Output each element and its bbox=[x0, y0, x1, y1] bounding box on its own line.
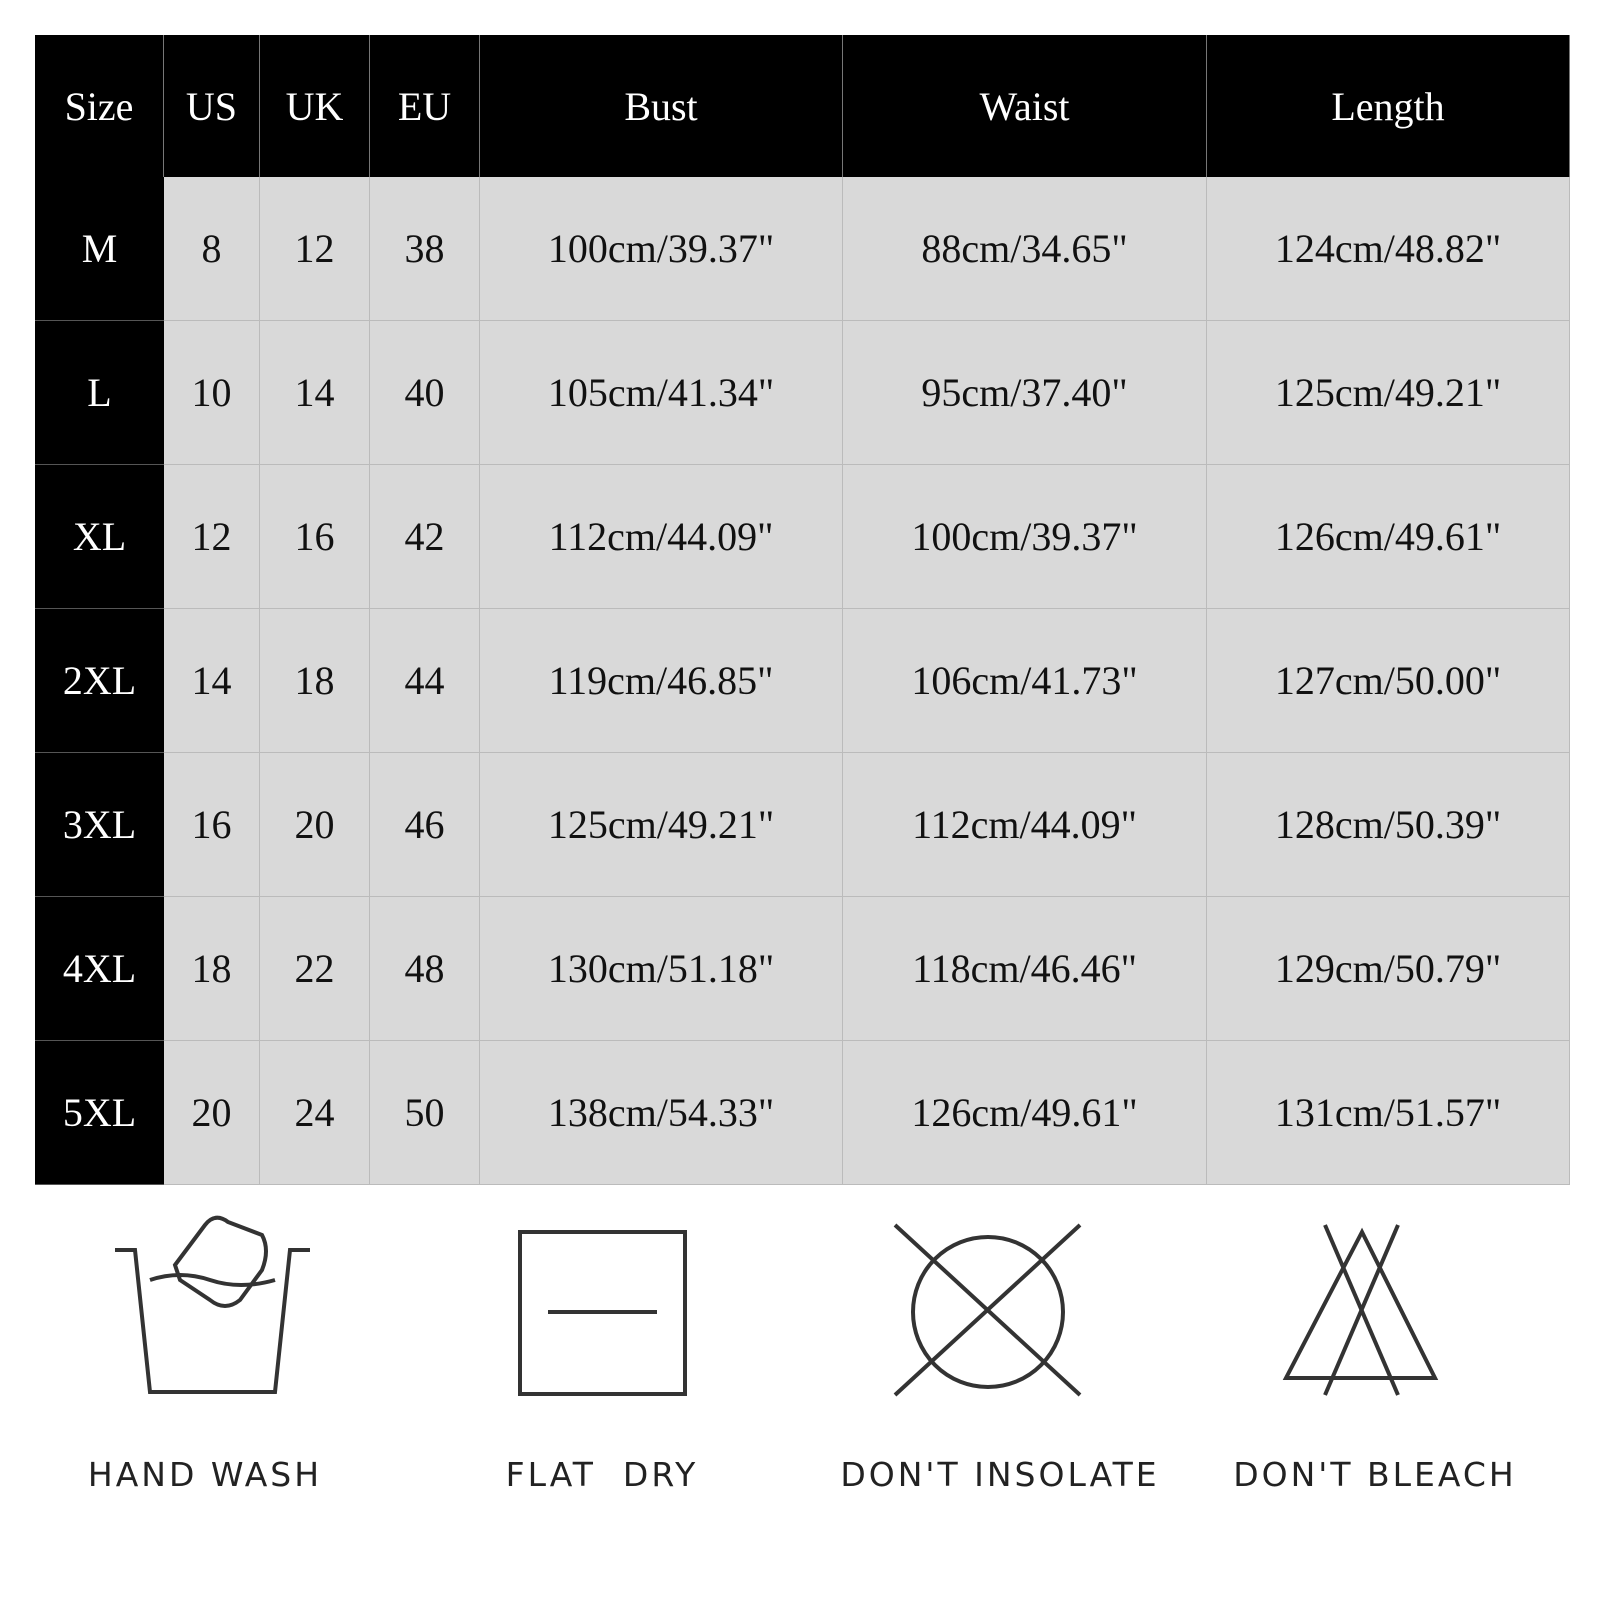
table-cell: 129cm/50.79" bbox=[1207, 897, 1570, 1041]
table-cell: 38 bbox=[370, 177, 480, 321]
table-cell: 95cm/37.40" bbox=[843, 321, 1207, 465]
table-cell: 46 bbox=[370, 753, 480, 897]
table-cell: 112cm/44.09" bbox=[843, 753, 1207, 897]
table-cell: 4XL bbox=[35, 897, 164, 1041]
table-cell: 14 bbox=[260, 321, 370, 465]
table-cell: 105cm/41.34" bbox=[480, 321, 843, 465]
table-cell: 18 bbox=[260, 609, 370, 753]
table-cell: 138cm/54.33" bbox=[480, 1041, 843, 1185]
table-cell: M bbox=[35, 177, 164, 321]
table-cell: 22 bbox=[260, 897, 370, 1041]
table-cell: 12 bbox=[260, 177, 370, 321]
table-cell: EU bbox=[370, 35, 480, 177]
table-cell: 131cm/51.57" bbox=[1207, 1041, 1570, 1185]
table-cell: 100cm/39.37" bbox=[480, 177, 843, 321]
table-cell: 8 bbox=[164, 177, 260, 321]
table-cell: 18 bbox=[164, 897, 260, 1041]
table-cell: 24 bbox=[260, 1041, 370, 1185]
table-cell: 2XL bbox=[35, 609, 164, 753]
table-cell: 127cm/50.00" bbox=[1207, 609, 1570, 753]
care-label: HAND WASH bbox=[87, 1455, 323, 1494]
table-cell: Length bbox=[1207, 35, 1570, 177]
table-cell: 16 bbox=[164, 753, 260, 897]
care-label: DON'T BLEACH bbox=[1233, 1455, 1517, 1494]
flat-dry-icon bbox=[518, 1230, 687, 1396]
dont-insolate-icon bbox=[893, 1223, 1082, 1397]
table-cell: 125cm/49.21" bbox=[480, 753, 843, 897]
hand-wash-icon bbox=[115, 1215, 310, 1394]
table-cell: 119cm/46.85" bbox=[480, 609, 843, 753]
table-cell: 128cm/50.39" bbox=[1207, 753, 1570, 897]
table-cell: 5XL bbox=[35, 1041, 164, 1185]
table-cell: L bbox=[35, 321, 164, 465]
table-cell: 10 bbox=[164, 321, 260, 465]
table-cell: 3XL bbox=[35, 753, 164, 897]
table-cell: 106cm/41.73" bbox=[843, 609, 1207, 753]
table-cell: 40 bbox=[370, 321, 480, 465]
table-cell: 125cm/49.21" bbox=[1207, 321, 1570, 465]
table-cell: 118cm/46.46" bbox=[843, 897, 1207, 1041]
table-cell: 50 bbox=[370, 1041, 480, 1185]
table-cell: 126cm/49.61" bbox=[843, 1041, 1207, 1185]
table-cell: 100cm/39.37" bbox=[843, 465, 1207, 609]
dont-bleach-icon bbox=[1282, 1224, 1439, 1396]
table-cell: Waist bbox=[843, 35, 1207, 177]
table-cell: 124cm/48.82" bbox=[1207, 177, 1570, 321]
table-cell: 130cm/51.18" bbox=[480, 897, 843, 1041]
table-cell: XL bbox=[35, 465, 164, 609]
care-label: FLAT DRY bbox=[505, 1455, 699, 1494]
table-cell: 14 bbox=[164, 609, 260, 753]
table-cell: US bbox=[164, 35, 260, 177]
table-cell: 20 bbox=[260, 753, 370, 897]
table-cell: 88cm/34.65" bbox=[843, 177, 1207, 321]
table-cell: 42 bbox=[370, 465, 480, 609]
table-cell: Size bbox=[35, 35, 164, 177]
table-cell: 48 bbox=[370, 897, 480, 1041]
table-cell: 44 bbox=[370, 609, 480, 753]
table-cell: 12 bbox=[164, 465, 260, 609]
table-cell: Bust bbox=[480, 35, 843, 177]
care-label: DON'T INSOLATE bbox=[840, 1455, 1160, 1494]
table-cell: 112cm/44.09" bbox=[480, 465, 843, 609]
table-cell: 20 bbox=[164, 1041, 260, 1185]
table-cell: UK bbox=[260, 35, 370, 177]
table-cell: 126cm/49.61" bbox=[1207, 465, 1570, 609]
table-cell: 16 bbox=[260, 465, 370, 609]
